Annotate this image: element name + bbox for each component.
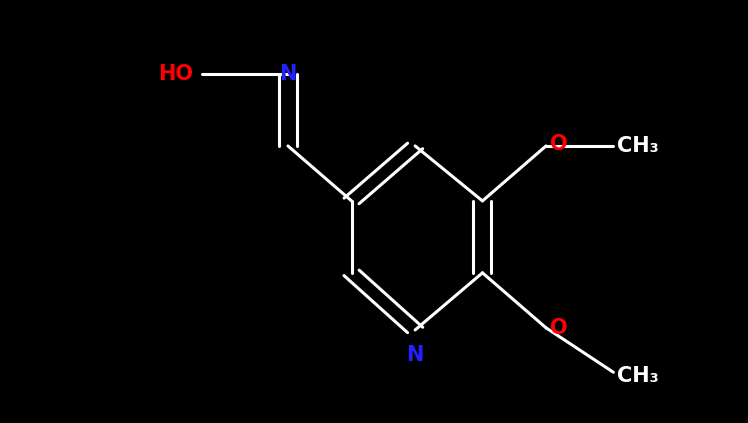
Text: O: O: [550, 134, 568, 154]
Text: N: N: [279, 64, 297, 84]
Text: HO: HO: [158, 64, 193, 84]
Text: CH₃: CH₃: [617, 366, 659, 387]
Text: CH₃: CH₃: [617, 136, 659, 156]
Text: O: O: [550, 318, 568, 338]
Text: N: N: [406, 345, 424, 365]
